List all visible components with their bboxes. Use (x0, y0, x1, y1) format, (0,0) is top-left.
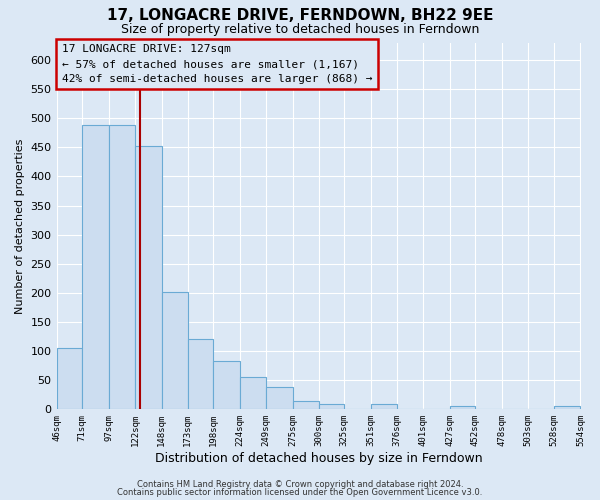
Bar (319, 404, 344, 409)
Bar (56, 348, 82, 410)
Bar (554, 406, 580, 410)
Bar (82, 125, 109, 410)
Text: 17 LONGACRE DRIVE: 127sqm
← 57% of detached houses are smaller (1,167)
42% of se: 17 LONGACRE DRIVE: 127sqm ← 57% of detac… (62, 44, 372, 84)
X-axis label: Distribution of detached houses by size in Ferndown: Distribution of detached houses by size … (155, 452, 482, 465)
Bar (214, 361, 240, 410)
Bar (371, 404, 397, 409)
Bar (293, 400, 319, 409)
Bar (135, 146, 162, 410)
Text: Contains public sector information licensed under the Open Government Licence v3: Contains public sector information licen… (118, 488, 482, 497)
Bar (109, 125, 135, 410)
Y-axis label: Number of detached properties: Number of detached properties (15, 138, 25, 314)
Bar (188, 340, 214, 409)
Bar (240, 378, 266, 410)
Text: Contains HM Land Registry data © Crown copyright and database right 2024.: Contains HM Land Registry data © Crown c… (137, 480, 463, 489)
Bar (266, 387, 293, 409)
Text: 17, LONGACRE DRIVE, FERNDOWN, BH22 9EE: 17, LONGACRE DRIVE, FERNDOWN, BH22 9EE (107, 8, 493, 22)
Bar (449, 406, 475, 410)
Bar (162, 292, 188, 410)
Text: Size of property relative to detached houses in Ferndown: Size of property relative to detached ho… (121, 22, 479, 36)
